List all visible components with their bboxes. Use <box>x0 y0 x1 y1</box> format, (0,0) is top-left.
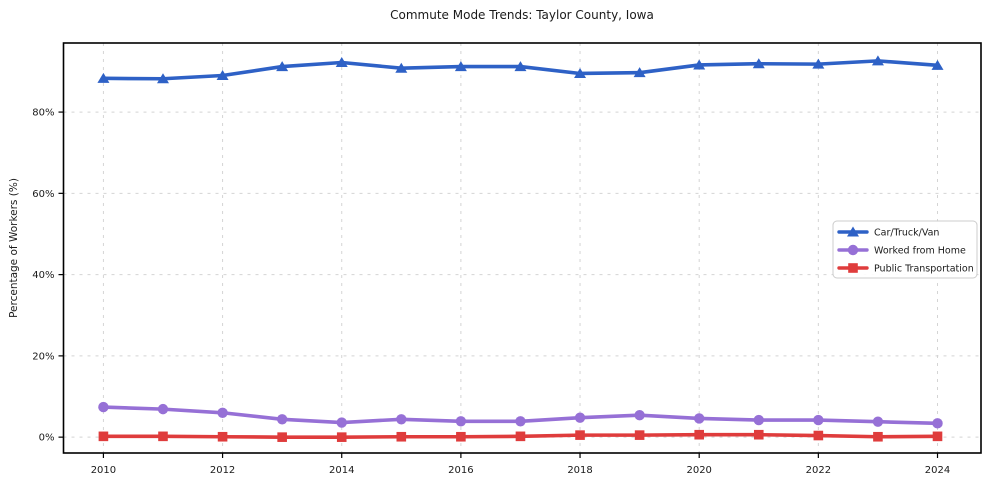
x-tick-label: 2010 <box>91 465 116 476</box>
data-point-worked-from-home <box>157 403 169 415</box>
data-point-public-transportation <box>336 432 347 442</box>
data-point-car-truck-van <box>752 58 765 69</box>
data-point-worked-from-home <box>217 407 228 418</box>
data-point-public-transportation <box>515 431 526 442</box>
plot-border <box>62 42 982 454</box>
data-point-public-transportation <box>396 431 407 442</box>
legend-box <box>832 220 978 279</box>
data-point-public-transportation <box>217 431 228 442</box>
data-point-worked-from-home <box>455 416 467 427</box>
data-point-worked-from-home <box>693 413 705 424</box>
data-point-worked-from-home <box>396 414 407 425</box>
data-point-car-truck-van <box>574 67 587 78</box>
y-tick-label: 40% <box>32 270 54 281</box>
data-point-worked-from-home <box>98 401 109 413</box>
data-point-car-truck-van <box>514 61 527 72</box>
data-point-public-transportation <box>98 431 109 442</box>
data-point-car-truck-van <box>97 72 110 83</box>
data-point-car-truck-van <box>931 59 944 70</box>
y-tick-label: 0% <box>39 433 55 444</box>
data-point-worked-from-home <box>872 416 884 427</box>
data-point-car-truck-van <box>395 62 408 73</box>
chart-title: Commute Mode Trends: Taylor County, Iowa <box>390 8 654 22</box>
legend-marker-triangle-icon <box>847 226 859 237</box>
data-point-public-transportation <box>634 430 645 440</box>
legend-label-worked-from-home: Worked from Home <box>874 246 966 257</box>
x-tick-label: 2024 <box>925 465 950 476</box>
data-point-car-truck-van <box>633 67 646 78</box>
data-point-worked-from-home <box>813 414 824 426</box>
data-point-car-truck-van <box>871 55 884 66</box>
data-point-public-transportation <box>753 429 764 440</box>
data-point-public-transportation <box>813 430 824 441</box>
data-point-car-truck-van <box>276 61 289 72</box>
legend-label-car-truck-van: Car/Truck/Van <box>874 228 939 239</box>
data-point-car-truck-van <box>216 70 229 81</box>
data-point-public-transportation <box>575 430 585 440</box>
x-tick-label: 2020 <box>686 465 711 476</box>
y-tick-label: 20% <box>32 351 54 362</box>
legend-label-public-transportation: Public Transportation <box>874 264 974 275</box>
plot-area <box>63 43 981 453</box>
data-point-public-transportation <box>873 431 883 442</box>
data-point-car-truck-van <box>812 58 825 69</box>
data-point-worked-from-home <box>276 414 288 425</box>
data-point-worked-from-home <box>753 414 764 426</box>
legend-marker-square-icon <box>848 263 858 273</box>
x-tick-label: 2022 <box>806 465 831 476</box>
data-point-worked-from-home <box>515 416 526 427</box>
data-point-worked-from-home <box>634 410 645 421</box>
data-point-public-transportation <box>277 432 287 442</box>
y-tick-label: 80% <box>32 108 54 119</box>
x-tick-label: 2014 <box>329 465 354 476</box>
data-point-car-truck-van <box>693 59 706 70</box>
data-point-public-transportation <box>932 431 943 442</box>
data-point-public-transportation <box>456 431 466 442</box>
data-point-worked-from-home <box>574 412 586 423</box>
data-point-public-transportation <box>694 429 704 440</box>
data-point-public-transportation <box>158 431 168 442</box>
data-point-worked-from-home <box>336 417 347 428</box>
x-tick-label: 2018 <box>567 465 592 476</box>
y-tick-label: 60% <box>32 189 54 200</box>
data-point-car-truck-van <box>335 57 348 68</box>
legend-marker-circle-icon <box>847 244 859 256</box>
data-point-car-truck-van <box>454 61 467 72</box>
x-tick-label: 2012 <box>210 465 235 476</box>
data-point-car-truck-van <box>156 73 169 84</box>
data-point-worked-from-home <box>932 418 943 429</box>
x-tick-label: 2016 <box>448 465 473 476</box>
